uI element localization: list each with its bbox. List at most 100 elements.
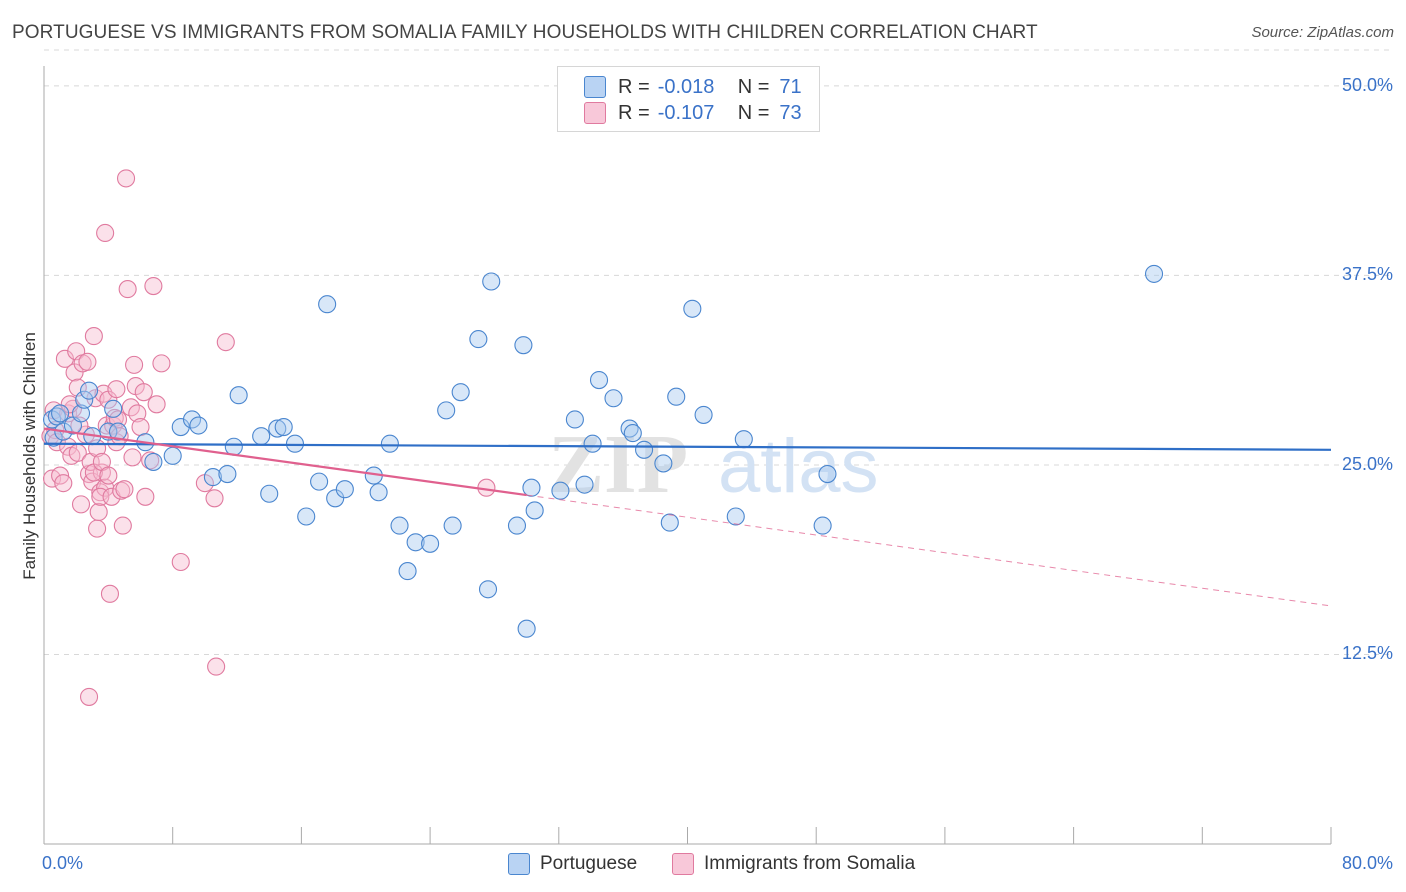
point-portuguese: [274, 417, 293, 437]
watermark: ZIP atlas: [548, 418, 879, 511]
point-somalia: [113, 516, 132, 535]
point-portuguese: [482, 272, 501, 291]
watermark-zip: ZIP: [548, 418, 688, 511]
point-portuguese: [75, 390, 94, 409]
point-portuguese: [224, 437, 243, 456]
point-portuguese: [229, 386, 248, 405]
point-somalia: [147, 395, 166, 414]
point-somalia: [88, 519, 107, 538]
point-somalia: [134, 383, 153, 402]
legend-n-label: N =: [737, 75, 770, 98]
point-somalia: [79, 687, 99, 706]
point-portuguese: [47, 407, 66, 426]
point-somalia: [115, 480, 134, 499]
legend-swatch-somalia: [584, 102, 606, 124]
point-portuguese: [583, 434, 602, 453]
legend-r-value: -0.018: [657, 75, 715, 98]
point-portuguese: [252, 427, 271, 446]
y-axis-label: Family Households with Children: [20, 332, 39, 580]
point-portuguese: [660, 513, 679, 532]
bottom-legend-somalia: Immigrants from Somalia: [672, 852, 915, 876]
point-portuguese: [507, 516, 527, 535]
point-portuguese: [589, 370, 609, 390]
point-somalia: [112, 481, 131, 500]
y-tick-label: 37.5%: [1341, 264, 1393, 285]
legend-r-label: R =: [618, 75, 650, 98]
point-portuguese: [398, 562, 417, 581]
point-somalia: [131, 417, 150, 437]
point-portuguese: [451, 383, 470, 402]
point-somalia: [207, 657, 226, 676]
point-portuguese: [326, 489, 345, 508]
bottom-legend-portuguese: Portuguese: [508, 852, 637, 876]
bottom-legend-label-somalia: Immigrants from Somalia: [704, 853, 916, 874]
point-portuguese: [726, 507, 745, 526]
point-portuguese: [260, 484, 279, 503]
point-portuguese: [144, 452, 163, 471]
point-portuguese: [380, 434, 399, 453]
point-portuguese: [667, 387, 686, 406]
point-somalia: [136, 487, 155, 506]
point-portuguese: [478, 580, 498, 599]
grid-lines: [44, 49, 1392, 655]
point-somalia: [205, 489, 224, 508]
chart-source: Source: ZipAtlas.com: [1251, 24, 1394, 41]
point-portuguese: [1144, 264, 1164, 283]
point-somalia: [99, 466, 118, 485]
trend-line-somalia: [43, 427, 527, 497]
point-portuguese: [443, 516, 462, 535]
point-somalia: [123, 448, 142, 467]
trend-line-somalia-extension: [526, 494, 1332, 607]
point-portuguese: [635, 440, 654, 459]
point-somalia: [152, 354, 171, 373]
watermark-atlas: atlas: [718, 424, 879, 509]
point-portuguese: [421, 534, 440, 553]
bottom-legend-swatch-portuguese: [508, 853, 530, 875]
legend-n-value: 71: [779, 75, 802, 98]
point-somalia: [118, 280, 137, 299]
point-portuguese: [551, 481, 570, 500]
series-somalia: [41, 169, 496, 706]
series-portuguese: [42, 264, 1164, 638]
point-somalia: [125, 355, 144, 374]
y-tick-label: 25.0%: [1341, 453, 1393, 474]
y-tick-label: 50.0%: [1341, 74, 1393, 95]
y-tick-label: 12.5%: [1341, 643, 1393, 664]
point-somalia: [89, 502, 108, 522]
point-portuguese: [390, 516, 409, 535]
legend-r-value: -0.107: [657, 101, 715, 124]
point-somalia: [100, 584, 120, 603]
point-portuguese: [623, 424, 642, 443]
point-somalia: [116, 169, 136, 188]
point-portuguese: [189, 416, 208, 435]
trend-line-portuguese: [43, 442, 1332, 451]
trend-lines: [43, 427, 1332, 607]
point-somalia: [171, 552, 190, 572]
legend: R = -0.018 N = 71 R = -0.107 N = 73: [557, 66, 820, 132]
point-portuguese: [694, 405, 713, 424]
point-portuguese: [437, 401, 456, 420]
chart-title: PORTUGUESE VS IMMIGRANTS FROM SOMALIA FA…: [12, 22, 1038, 43]
legend-n-value: 73: [779, 101, 802, 124]
point-portuguese: [683, 299, 702, 318]
point-portuguese: [818, 464, 837, 484]
legend-n-label: N =: [737, 101, 770, 124]
point-portuguese: [565, 410, 584, 429]
point-portuguese: [514, 336, 533, 355]
point-portuguese: [203, 468, 222, 487]
point-portuguese: [79, 381, 99, 400]
point-portuguese: [268, 419, 287, 438]
point-somalia: [144, 276, 163, 296]
point-portuguese: [310, 472, 329, 491]
point-somalia: [216, 333, 235, 352]
point-portuguese: [318, 295, 337, 314]
point-portuguese: [369, 483, 388, 502]
point-portuguese: [335, 480, 354, 499]
bottom-legend-label-portuguese: Portuguese: [540, 853, 638, 874]
legend-row-somalia: R = -0.107 N = 73: [584, 101, 802, 125]
axes: [43, 66, 1332, 845]
point-portuguese: [285, 434, 305, 453]
point-portuguese: [297, 507, 316, 526]
point-portuguese: [218, 464, 237, 484]
bottom-legend-swatch-somalia: [672, 853, 694, 875]
